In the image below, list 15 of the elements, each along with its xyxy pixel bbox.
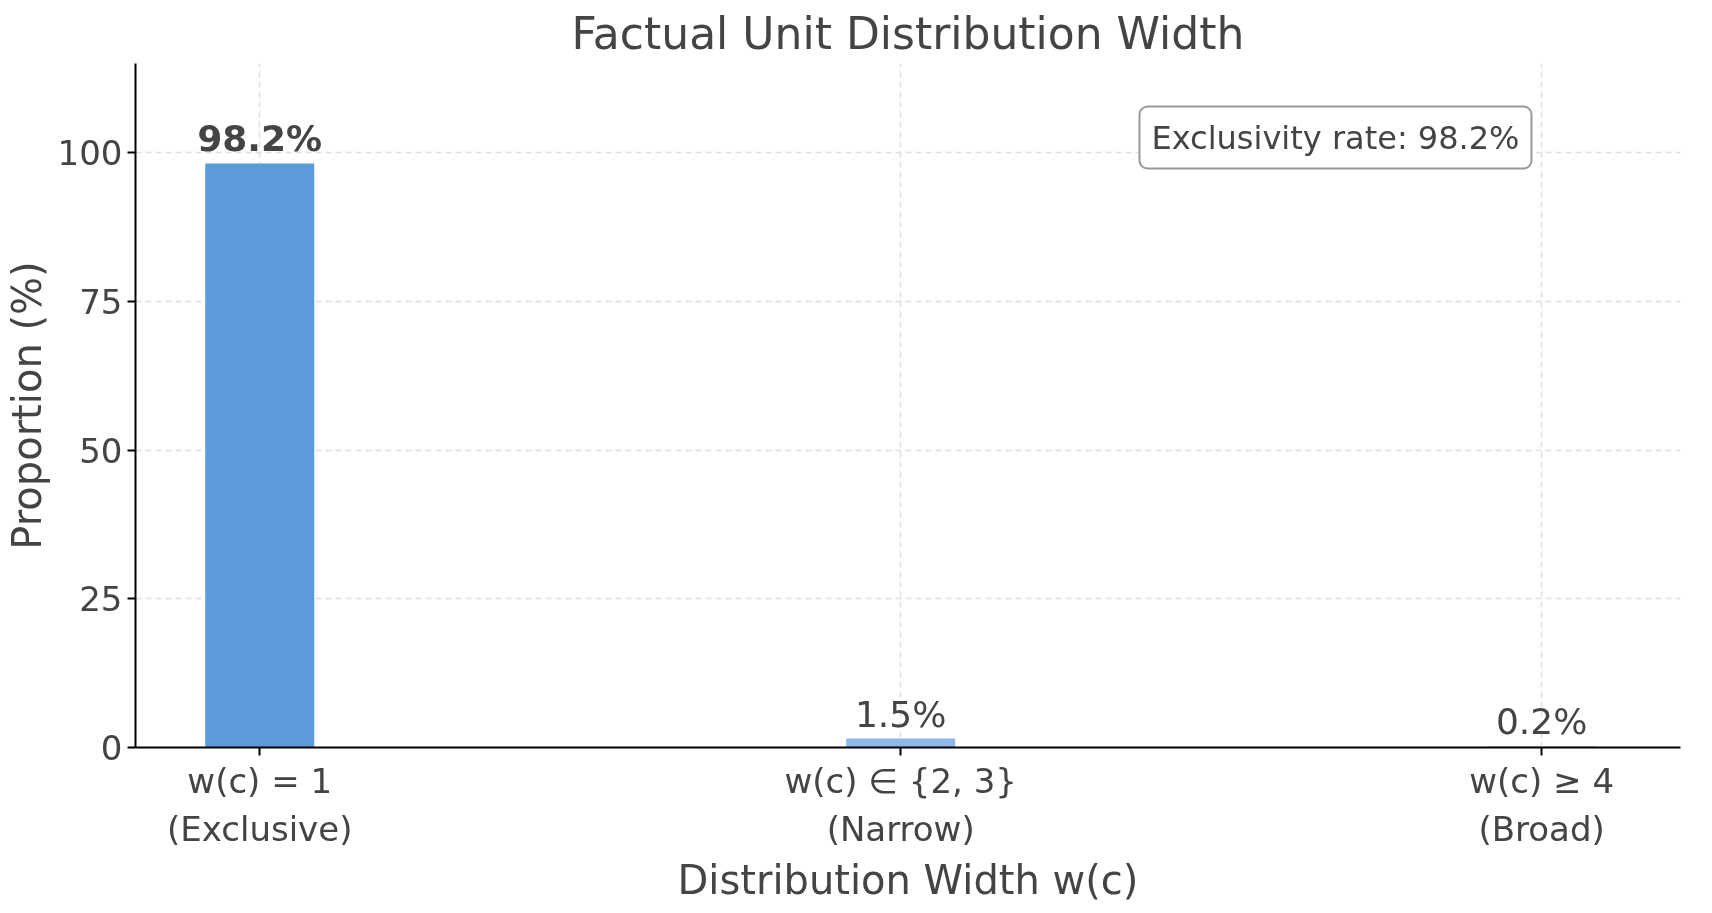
x-tick-label: w(c) ∈ {2, 3} (Narrow) [784,760,1017,849]
y-tick-label: 25 [79,579,123,620]
y-tick-label: 75 [79,281,123,322]
chart-title: Factual Unit Distribution Width [571,7,1245,59]
x-axis-title: Distribution Width w(c) [677,856,1139,903]
x-tick-label: w(c) ≥ 4 (Broad) [1469,760,1615,849]
y-tick-label: 50 [79,430,123,471]
x-tick-label: w(c) = 1 (Exclusive) [167,760,353,849]
annotation: Exclusivity rate: 98.2% [1151,118,1520,157]
y-tick-label: 0 [100,728,123,768]
data-label: 98.2% [197,118,323,160]
data-label: 0.2% [1495,701,1588,743]
data-label: 1.5% [854,693,947,735]
y-axis-title: Proportion (%) [3,261,50,550]
y-tick-label: 100 [57,133,123,174]
